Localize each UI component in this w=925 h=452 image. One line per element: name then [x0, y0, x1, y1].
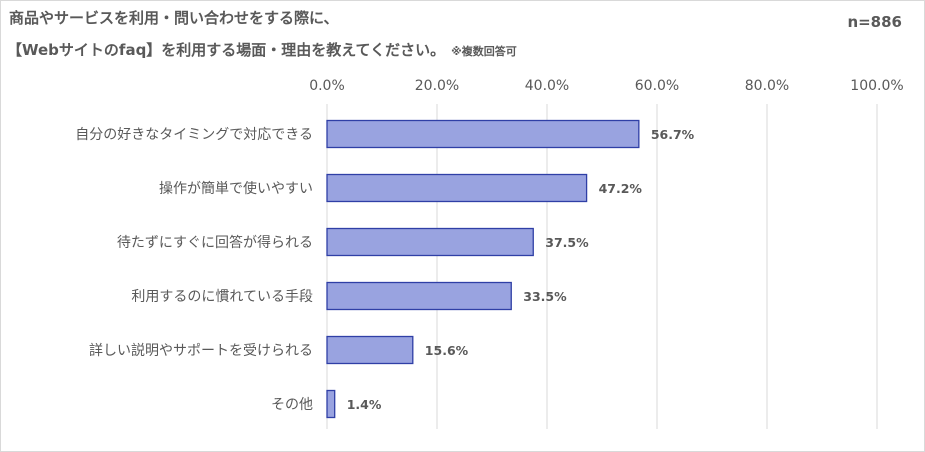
x-tick-label: 100.0% [850, 78, 903, 94]
data-label: 56.7% [651, 127, 695, 142]
bar [326, 281, 512, 311]
x-tick-label: 80.0% [745, 78, 789, 94]
category-label: 操作が簡単で使いやすい [159, 180, 313, 197]
category-label: 自分の好きなタイミングで対応できる [75, 127, 313, 143]
data-label: 37.5% [545, 235, 589, 250]
x-tick-label: 60.0% [635, 78, 679, 94]
bar [326, 227, 534, 257]
category-label: 待たずにすぐに回答が得られる [117, 234, 313, 251]
sample-size: n=886 [847, 13, 902, 31]
chart-title-line1: 商品やサービスを利用・問い合わせをする際に、 [9, 9, 339, 27]
x-tick-label: 0.0% [309, 78, 345, 94]
data-label: 15.6% [425, 343, 469, 358]
chart-title-text: 【Webサイトのfaq】を利用する場面・理由を教えてください。 [7, 41, 446, 59]
bar [326, 173, 588, 203]
bar [326, 389, 336, 419]
x-tick-label: 40.0% [525, 78, 569, 94]
category-label: その他 [271, 397, 313, 413]
category-label: 利用するのに慣れている手段 [131, 288, 313, 305]
data-label: 1.4% [347, 397, 382, 412]
chart-title-line2: 【Webサイトのfaq】を利用する場面・理由を教えてください。 ※複数回答可 [7, 39, 517, 60]
data-label: 47.2% [599, 181, 643, 196]
bar [326, 119, 640, 149]
category-label: 詳しい説明やサポートを受けられる [89, 343, 313, 359]
x-tick-label: 20.0% [415, 78, 459, 94]
multiple-answer-note: ※複数回答可 [451, 45, 517, 58]
bar [326, 335, 414, 365]
data-label: 33.5% [523, 289, 567, 304]
